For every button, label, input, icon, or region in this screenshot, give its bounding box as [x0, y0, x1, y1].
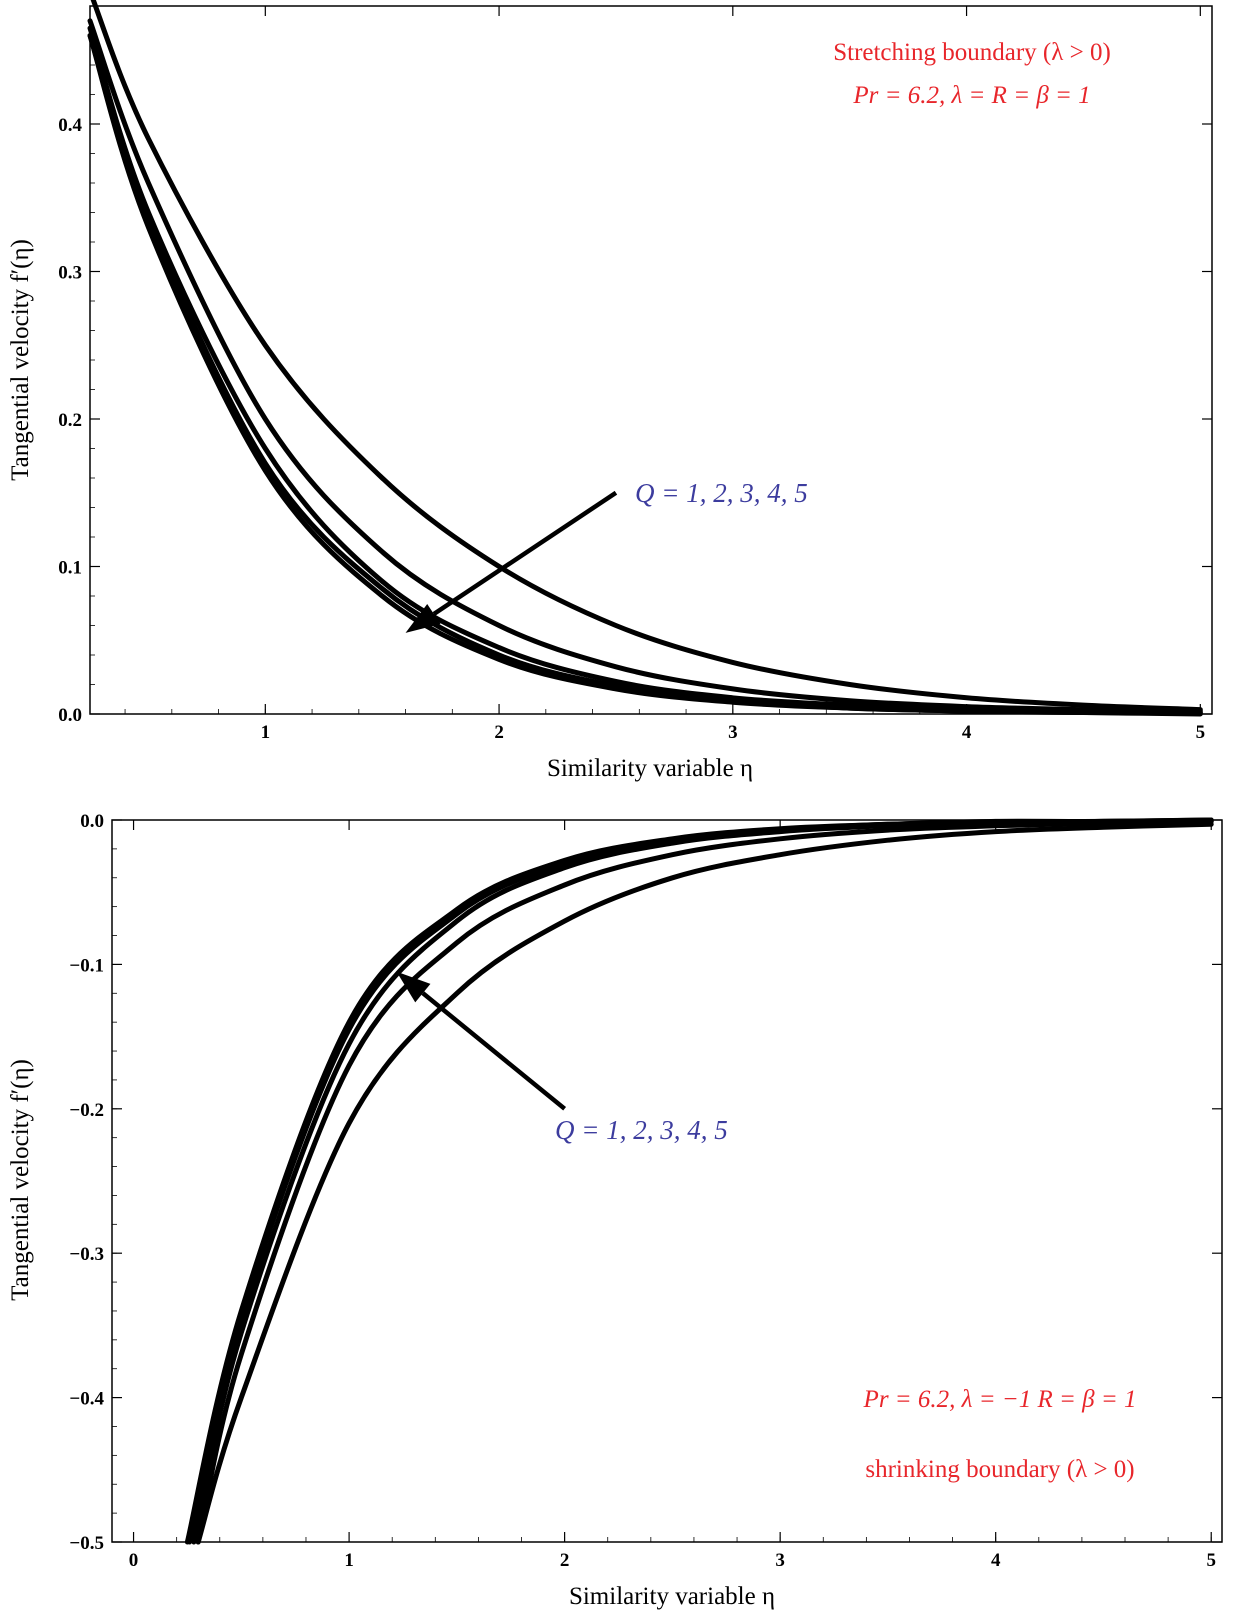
series-line-q2 [195, 818, 1214, 1545]
y-tick-label: −0.1 [69, 955, 104, 976]
series-line-q2 [87, 18, 1203, 714]
x-tick-label: 1 [344, 1550, 354, 1571]
series-line-q4 [187, 817, 1214, 1545]
arrow-label: Q = 1, 2, 3, 4, 5 [555, 1115, 728, 1145]
y-tick-label: 0.2 [58, 410, 82, 431]
x-axis-ticks: 1 2 3 4 5 [124, 6, 1206, 743]
y-tick-label: 0.0 [80, 811, 104, 832]
y-tick-label: 0.3 [58, 263, 82, 284]
x-tick-label: 3 [775, 1550, 785, 1571]
x-tick-label: 3 [728, 722, 738, 743]
y-tick-label: 0.1 [58, 558, 82, 579]
y-tick-label: 0.0 [58, 705, 82, 726]
curves [184, 817, 1214, 1545]
x-tick-label: 4 [991, 1550, 1001, 1571]
y-tick-label: −0.3 [69, 1244, 104, 1265]
series-line-q1 [90, 0, 1203, 713]
annotation-line-2: Pr = 6.2, λ = R = β = 1 [852, 82, 1090, 109]
x-tick-label: 0 [129, 1550, 139, 1571]
y-tick-label: 0.4 [58, 115, 82, 136]
direction-arrow [405, 490, 618, 633]
arrow-head [396, 971, 431, 1003]
direction-arrow [396, 971, 567, 1111]
plot-frame [89, 5, 1213, 715]
y-axis-label: Tangential velocity f′(η) [7, 1059, 34, 1301]
x-tick-label: 2 [494, 722, 504, 743]
series-line-q3 [87, 25, 1203, 715]
annotation-line-1: Stretching boundary (λ > 0) [833, 39, 1111, 66]
series-line-q5 [87, 33, 1203, 717]
x-axis-label: Similarity variable η [569, 1583, 775, 1610]
x-axis-label: Similarity variable η [547, 755, 753, 782]
y-axis-ticks: 0.0 0.1 0.2 0.3 0.4 [58, 5, 1212, 726]
x-tick-label: 4 [962, 722, 972, 743]
arrow-shaft [421, 991, 567, 1111]
curves [87, 0, 1203, 717]
series-line-q3 [191, 818, 1214, 1545]
x-axis-ticks: 0 1 2 3 4 5 [129, 820, 1216, 1571]
annotation-line-1: Pr = 6.2, λ = −1 R = β = 1 [863, 1386, 1137, 1413]
y-axis-label: Tangential velocity f′(η) [7, 239, 34, 481]
plot-frame [111, 819, 1223, 1543]
x-tick-label: 5 [1196, 722, 1206, 743]
arrow-shaft [432, 490, 618, 616]
annotation-line-2: shrinking boundary (λ > 0) [865, 1456, 1134, 1483]
stretching-chart: 1 2 3 4 5 0.0 0.1 0.2 0.3 0.4 Similarity variabl… [7, 0, 1213, 782]
y-axis-ticks: 0.0 −0.1 −0.2 −0.3 −0.4 −0.5 [69, 811, 1222, 1554]
arrow-label: Q = 1, 2, 3, 4, 5 [635, 478, 808, 508]
y-tick-label: −0.2 [69, 1100, 104, 1121]
y-tick-label: −0.5 [69, 1533, 104, 1554]
x-tick-label: 1 [261, 722, 271, 743]
y-tick-label: −0.4 [69, 1389, 104, 1410]
series-line-q4 [87, 33, 1203, 716]
arrow-head [405, 604, 441, 633]
series-line-q1 [195, 821, 1214, 1545]
series-line-q5 [184, 817, 1214, 1545]
x-tick-label: 5 [1206, 1550, 1216, 1571]
shrinking-chart: 0 1 2 3 4 5 0.0 −0.1 −0.2 −0.3 −0.4 −0.5 Similarit… [7, 811, 1223, 1610]
x-tick-label: 2 [560, 1550, 570, 1571]
